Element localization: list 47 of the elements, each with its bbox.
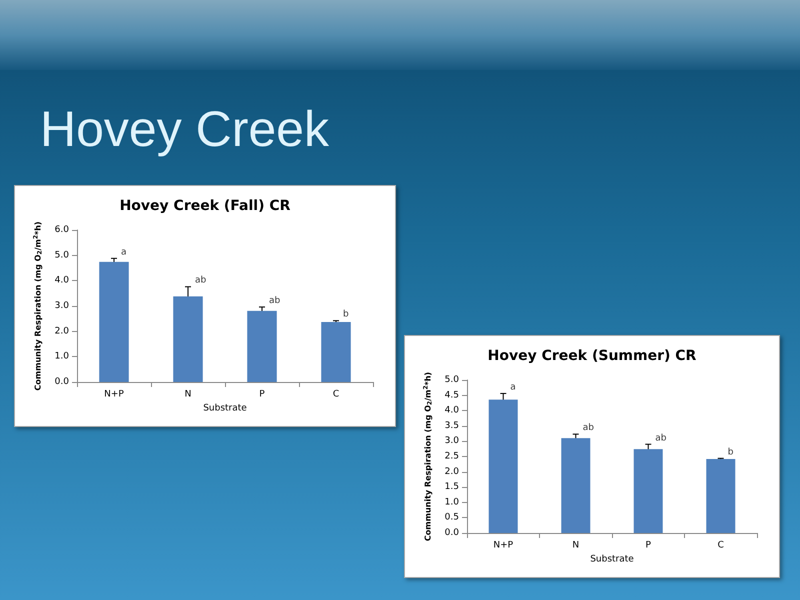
bar [634, 449, 663, 533]
x-tick-label: N+P [104, 390, 124, 400]
x-tick-label: N [572, 540, 580, 550]
annotation: a [121, 247, 127, 258]
bar [247, 310, 277, 382]
chart-title: Hovey Creek (Summer) CR [488, 348, 697, 364]
y-tick-label: 2.0 [54, 326, 70, 336]
y-tick-label: 2.0 [444, 466, 460, 477]
text: Hovey Creek [40, 100, 329, 158]
x-tick-label: C [718, 540, 724, 550]
bar [561, 438, 590, 533]
x-tick-label: C [332, 390, 340, 400]
y-tick-label: 0.0 [444, 528, 460, 538]
x-tick-label: N+P [493, 540, 514, 550]
annotation: a [510, 382, 516, 392]
annotation: b [343, 310, 349, 320]
y-tick-label: 6.0 [54, 225, 70, 235]
annotation: ab [655, 433, 667, 444]
y-tick-label: 5.0 [54, 250, 70, 260]
y-tick-label: 3.5 [444, 420, 459, 431]
y-tick-label: 0.0 [54, 377, 70, 387]
annotation: ab [269, 296, 281, 306]
bar [321, 322, 351, 382]
y-tick-label: 5.0 [444, 375, 460, 385]
bar [706, 458, 736, 533]
y-tick-label: 3.0 [54, 301, 70, 311]
y-tick-label: 3.0 [444, 436, 460, 446]
x-tick-label: N [184, 390, 192, 400]
y-tick-label: 1.0 [54, 352, 70, 362]
chart-title: Hovey Creek (Fall) CR [120, 198, 291, 214]
annotation: ab [582, 423, 594, 434]
annotation: ab [195, 276, 207, 286]
y-tick-label: 4.0 [54, 276, 70, 286]
y-tick-label: 1.0 [444, 497, 460, 508]
y-tick-label: 0.5 [444, 512, 459, 523]
x-axis-title: Substrate [203, 404, 248, 414]
bar [488, 400, 518, 533]
y-tick-label: 4.5 [444, 390, 459, 400]
bar [99, 262, 129, 382]
annotation: b [728, 447, 734, 458]
y-tick-label: 2.5 [444, 452, 459, 462]
x-axis-title: Substrate [590, 554, 634, 564]
x-tick-label: P [259, 390, 266, 400]
bar [173, 296, 203, 382]
y-tick-label: 4.0 [444, 406, 460, 416]
y-tick-label: 1.5 [444, 482, 459, 492]
x-tick-label: P [646, 540, 652, 550]
